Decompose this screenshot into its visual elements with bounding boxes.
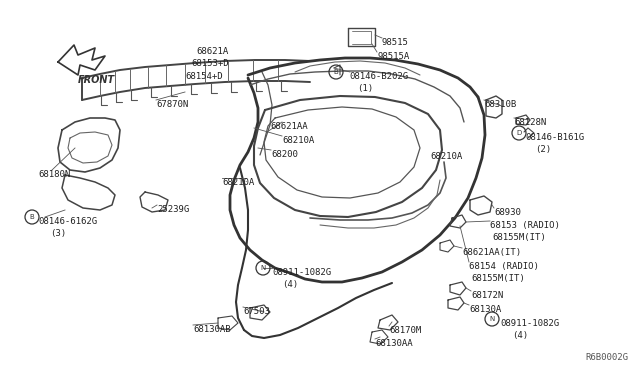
Text: 67870N: 67870N [156, 100, 188, 109]
Text: 98515: 98515 [382, 38, 409, 47]
Text: B: B [333, 69, 339, 75]
Text: 68621A: 68621A [196, 47, 228, 56]
Text: 68155M(IT): 68155M(IT) [492, 233, 546, 242]
Text: 68172N: 68172N [471, 291, 503, 300]
Text: 67503: 67503 [243, 307, 270, 316]
Text: B: B [29, 214, 35, 220]
Text: 68200: 68200 [271, 150, 298, 159]
Text: (4): (4) [282, 280, 298, 289]
Text: 68154+D: 68154+D [185, 72, 223, 81]
Text: 68930: 68930 [494, 208, 521, 217]
Text: 25239G: 25239G [157, 205, 189, 214]
Text: 08146-B202G: 08146-B202G [349, 72, 408, 81]
Text: 08911-1082G: 08911-1082G [500, 319, 559, 328]
Text: 68130AA: 68130AA [375, 339, 413, 348]
Text: 68155M(IT): 68155M(IT) [471, 274, 525, 283]
Text: D: D [516, 130, 522, 136]
Text: 68153 (RADIO): 68153 (RADIO) [490, 221, 560, 230]
Text: (2): (2) [535, 145, 551, 154]
Text: 68130A: 68130A [469, 305, 501, 314]
Text: 68210A: 68210A [222, 178, 254, 187]
Text: 68180N: 68180N [38, 170, 70, 179]
Text: (4): (4) [512, 331, 528, 340]
Text: N: N [490, 316, 495, 322]
Text: 68210A: 68210A [430, 152, 462, 161]
Text: (1): (1) [357, 84, 373, 93]
Text: N: N [260, 265, 266, 271]
Text: 98515A: 98515A [377, 52, 409, 61]
Text: (3): (3) [50, 229, 66, 238]
Text: 68210A: 68210A [282, 136, 314, 145]
Text: 68128N: 68128N [514, 118, 547, 127]
Text: FRONT: FRONT [78, 75, 115, 85]
Text: 68130AB: 68130AB [193, 325, 230, 334]
Text: 08911-1082G: 08911-1082G [272, 268, 331, 277]
Text: R6B0002G: R6B0002G [585, 353, 628, 362]
Text: 08146-6162G: 08146-6162G [38, 217, 97, 226]
Text: 68154 (RADIO): 68154 (RADIO) [469, 262, 539, 271]
Text: 68621AA: 68621AA [270, 122, 308, 131]
Text: 68170M: 68170M [389, 326, 421, 335]
Text: 08146-B161G: 08146-B161G [525, 133, 584, 142]
Text: 68621AA(IT): 68621AA(IT) [462, 248, 521, 257]
Text: 68153+D: 68153+D [191, 59, 228, 68]
Text: 68310B: 68310B [484, 100, 516, 109]
